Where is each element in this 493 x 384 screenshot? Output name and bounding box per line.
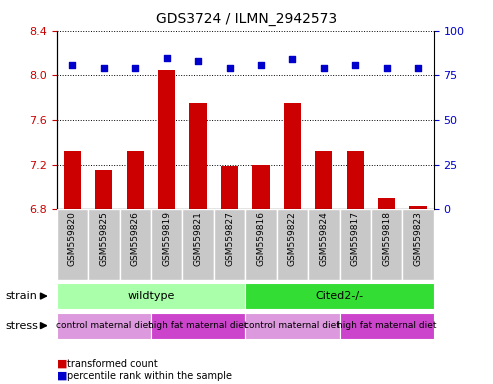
Point <box>257 61 265 68</box>
Point <box>69 61 76 68</box>
Bar <box>371 209 402 280</box>
Bar <box>347 151 364 209</box>
Text: strain: strain <box>6 291 38 301</box>
Bar <box>340 313 434 339</box>
Text: high fat maternal diet: high fat maternal diet <box>337 321 436 330</box>
Text: GSM559826: GSM559826 <box>131 212 140 266</box>
Text: GSM559827: GSM559827 <box>225 212 234 266</box>
Bar <box>214 209 246 280</box>
Point <box>163 55 171 61</box>
Bar <box>315 151 332 209</box>
Point <box>414 65 422 71</box>
Bar <box>57 313 151 339</box>
Text: GSM559821: GSM559821 <box>194 212 203 266</box>
Point <box>320 65 328 71</box>
Text: GSM559823: GSM559823 <box>414 212 423 266</box>
Text: stress: stress <box>6 321 39 331</box>
Bar <box>252 165 270 209</box>
Point <box>194 58 202 64</box>
Bar <box>158 70 176 209</box>
Point <box>352 61 359 68</box>
Bar <box>88 209 119 280</box>
Bar <box>64 151 81 209</box>
Point <box>226 65 234 71</box>
Bar <box>245 283 434 309</box>
Text: control maternal diet: control maternal diet <box>245 321 340 330</box>
Point <box>100 65 108 71</box>
Bar <box>189 103 207 209</box>
Text: GSM559818: GSM559818 <box>382 212 391 266</box>
Text: Cited2-/-: Cited2-/- <box>316 291 364 301</box>
Text: GSM559820: GSM559820 <box>68 212 77 266</box>
Text: GSM559819: GSM559819 <box>162 212 171 266</box>
Text: transformed count: transformed count <box>67 359 157 369</box>
Point <box>288 56 296 62</box>
Bar <box>151 209 182 280</box>
Bar <box>95 170 112 209</box>
Bar <box>410 206 427 209</box>
Bar <box>308 209 340 280</box>
Text: GSM559816: GSM559816 <box>256 212 266 266</box>
Text: GSM559824: GSM559824 <box>319 212 328 266</box>
Bar <box>277 209 308 280</box>
Bar <box>378 198 395 209</box>
Text: high fat maternal diet: high fat maternal diet <box>148 321 248 330</box>
Text: control maternal diet: control maternal diet <box>56 321 152 330</box>
Bar <box>245 313 340 339</box>
Bar <box>402 209 434 280</box>
Bar <box>57 209 88 280</box>
Text: percentile rank within the sample: percentile rank within the sample <box>67 371 232 381</box>
Text: ■: ■ <box>57 371 67 381</box>
Text: GDS3724 / ILMN_2942573: GDS3724 / ILMN_2942573 <box>156 12 337 25</box>
Point <box>131 65 139 71</box>
Text: wildtype: wildtype <box>127 291 175 301</box>
Bar <box>57 283 245 309</box>
Text: GSM559825: GSM559825 <box>99 212 108 266</box>
Bar <box>245 209 277 280</box>
Text: GSM559822: GSM559822 <box>288 212 297 266</box>
Bar <box>284 103 301 209</box>
Bar <box>182 209 214 280</box>
Bar <box>119 209 151 280</box>
Bar <box>151 313 245 339</box>
Bar <box>340 209 371 280</box>
Text: GSM559817: GSM559817 <box>351 212 360 266</box>
Bar <box>127 151 144 209</box>
Text: ■: ■ <box>57 359 67 369</box>
Bar <box>221 166 238 209</box>
Point <box>383 65 390 71</box>
